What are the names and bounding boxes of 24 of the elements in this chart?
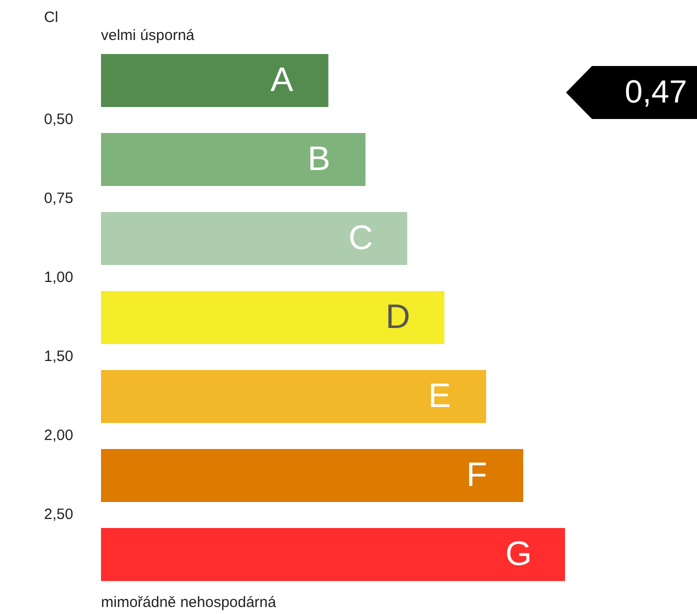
y-tick-label: D — [386, 298, 410, 336]
bar — [101, 449, 524, 502]
bar — [101, 54, 328, 107]
y-tick-label: G — [505, 534, 532, 573]
y-tick-label: C — [348, 218, 374, 257]
bar — [101, 370, 486, 423]
bar — [101, 133, 366, 186]
bar — [101, 528, 565, 581]
annotation: velmi úsporná — [101, 27, 196, 44]
text: 1,50 — [44, 348, 74, 366]
y-tick-label: A — [270, 60, 294, 99]
text: 0,47 — [624, 73, 687, 110]
text: 2,50 — [44, 506, 74, 524]
bar — [101, 212, 408, 265]
y-axis-title: Cl — [44, 9, 58, 26]
y-tick-label: B — [308, 140, 330, 178]
y-tick-label: F — [466, 456, 488, 494]
text: 2,00 — [44, 427, 74, 444]
text: mimořádně nehospodárná — [101, 594, 277, 612]
text: 0,75 — [44, 190, 74, 208]
y-tick-label: E — [428, 376, 451, 415]
text: 1,00 — [44, 269, 74, 286]
bar — [101, 291, 444, 344]
text: 0,50 — [44, 111, 74, 128]
